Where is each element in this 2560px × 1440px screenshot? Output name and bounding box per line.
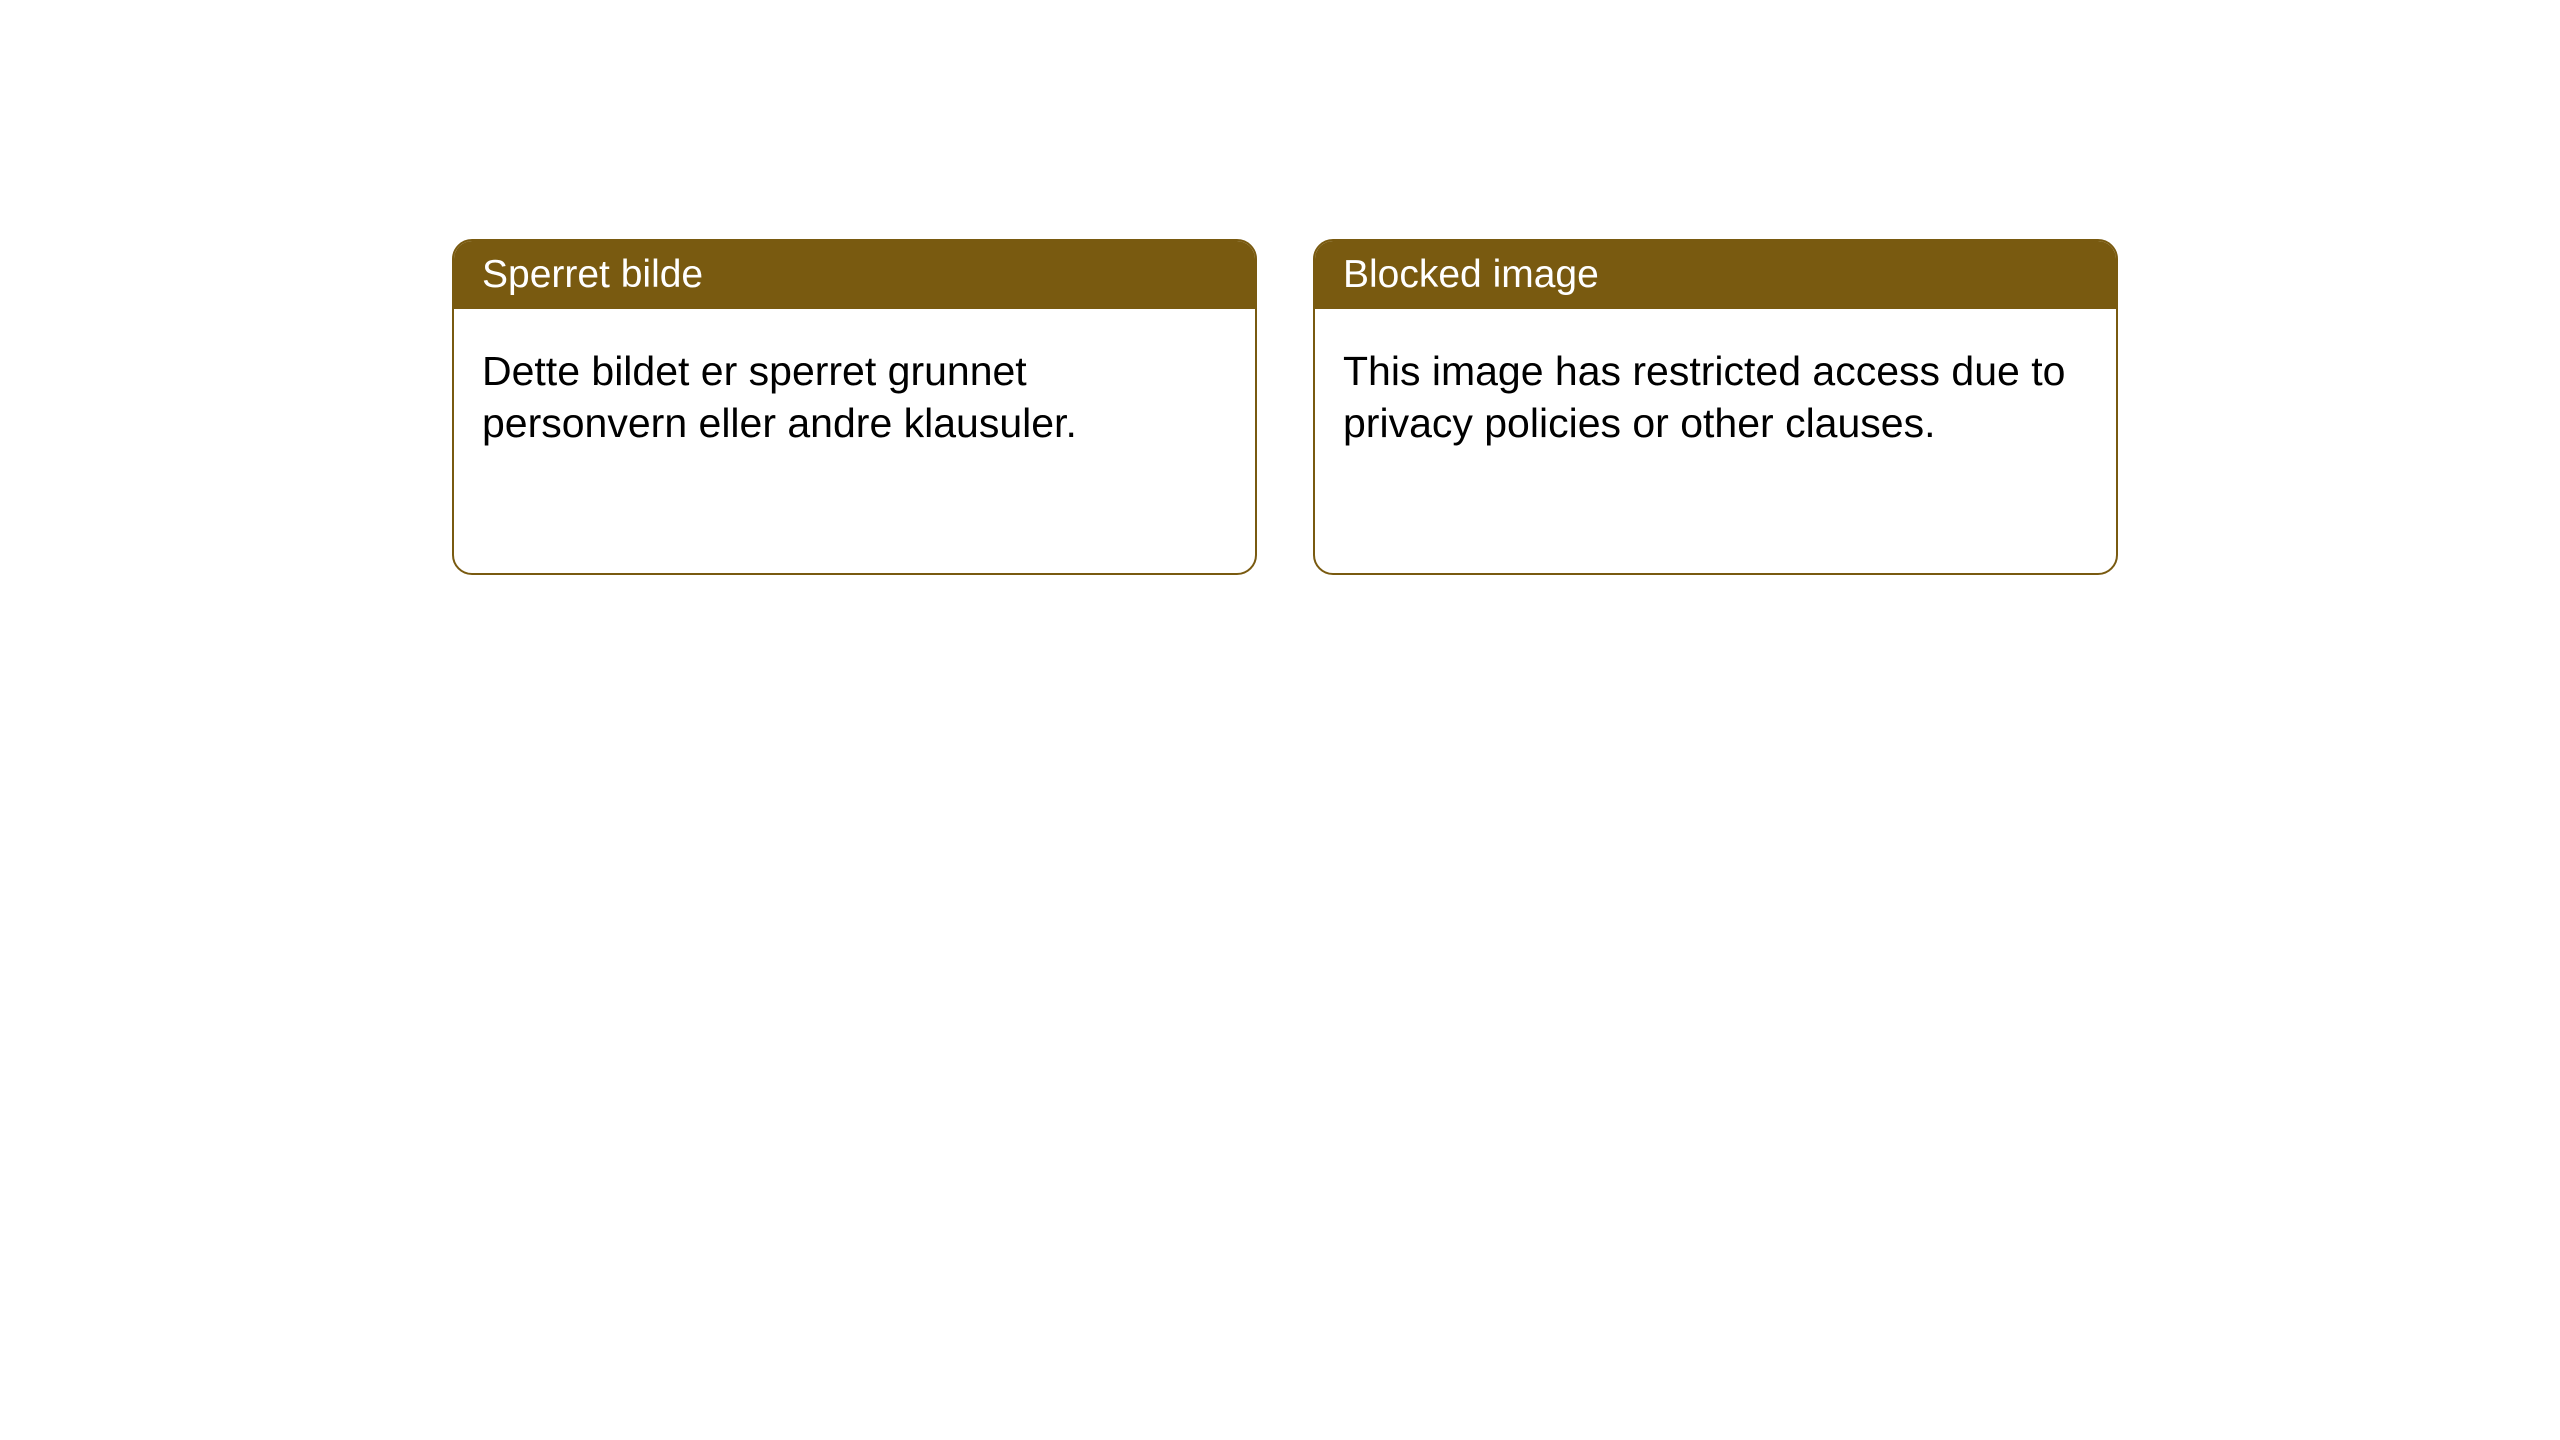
notice-card-english: Blocked image This image has restricted … [1313, 239, 2118, 575]
card-title: Blocked image [1315, 241, 2116, 309]
notice-card-norwegian: Sperret bilde Dette bildet er sperret gr… [452, 239, 1257, 575]
card-body: This image has restricted access due to … [1315, 309, 2116, 486]
card-title: Sperret bilde [454, 241, 1255, 309]
notice-cards-container: Sperret bilde Dette bildet er sperret gr… [0, 0, 2560, 575]
card-body: Dette bildet er sperret grunnet personve… [454, 309, 1255, 486]
